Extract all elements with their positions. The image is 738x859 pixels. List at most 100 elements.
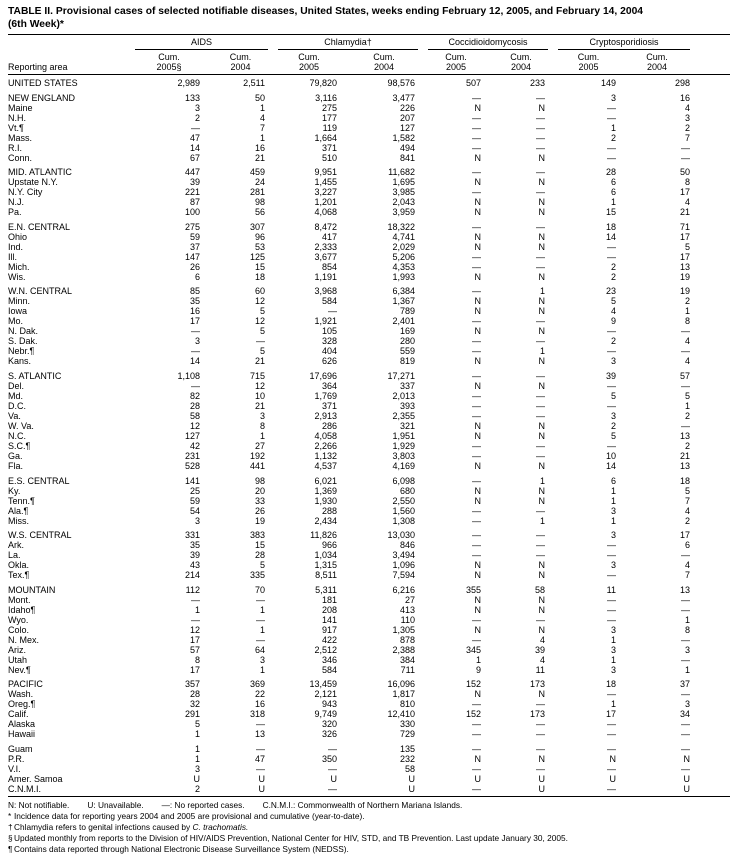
value-cell: 1,993 xyxy=(392,271,416,282)
value-cell: 12 xyxy=(189,624,200,635)
value-cell: N xyxy=(538,326,546,337)
value-cell: 21 xyxy=(680,207,691,218)
value-cell: — xyxy=(472,132,482,143)
value-cell: — xyxy=(607,570,617,581)
value-cell: 208 xyxy=(321,604,338,615)
value-cell: — xyxy=(472,400,482,411)
value-cell: 8 xyxy=(194,654,200,665)
value-cell: 371 xyxy=(321,142,338,153)
value-cell: 17 xyxy=(680,251,691,262)
value-cell: 2,989 xyxy=(177,78,200,88)
group-label-chlamydia: Chlamydia† xyxy=(278,37,419,50)
reporting-area-cell: Nev.¶ xyxy=(8,664,31,675)
value-cell: N xyxy=(474,594,482,605)
value-cell: 11,682 xyxy=(388,167,416,178)
value-cell: — xyxy=(536,540,546,551)
reporting-area-cell: Ill. xyxy=(8,251,17,262)
value-cell: 231 xyxy=(184,450,200,461)
value-cell: 2,013 xyxy=(392,390,416,401)
reporting-area-cell: UNITED STATES xyxy=(8,78,78,88)
value-cell: 1 xyxy=(194,729,200,740)
value-cell: — xyxy=(607,152,617,163)
col-header-coccidioidomycosis-cum-2004: Cum. 2004 xyxy=(489,50,554,75)
value-cell: 1 xyxy=(611,122,617,133)
table-row: Amer. Samoa U U U U U U U U xyxy=(8,774,730,784)
value-cell: 1,695 xyxy=(392,177,416,188)
value-cell: 17,696 xyxy=(309,370,338,381)
reporting-area-cell: Tex.¶ xyxy=(8,570,30,581)
value-cell: 2 xyxy=(194,112,200,123)
reporting-area-cell: Colo. xyxy=(8,624,30,635)
value-cell: 17 xyxy=(189,316,200,327)
value-cell: — xyxy=(472,440,482,451)
value-cell: — xyxy=(191,614,200,625)
value-cell: 7 xyxy=(685,132,691,143)
value-cell: — xyxy=(607,783,617,794)
value-cell: 11 xyxy=(606,584,617,595)
table-row: Vt.¶ — 7 119 127 — — 1 2 xyxy=(8,123,730,133)
value-cell: — xyxy=(536,251,546,262)
value-cell: 943 xyxy=(321,699,338,710)
value-cell: 275 xyxy=(184,221,200,232)
value-cell: 1 xyxy=(611,197,617,208)
value-cell: — xyxy=(328,306,338,317)
value-cell: — xyxy=(472,729,482,740)
reporting-area-header: Reporting area xyxy=(8,34,130,75)
value-cell: N xyxy=(538,624,546,635)
value-cell: 26 xyxy=(255,505,266,516)
value-cell: N xyxy=(474,177,482,188)
value-cell: 4 xyxy=(540,654,546,665)
reporting-area-cell: Iowa xyxy=(8,306,28,317)
value-cell: 58 xyxy=(535,584,546,595)
value-cell: 35 xyxy=(189,296,200,307)
value-cell: — xyxy=(536,530,546,541)
reporting-area-cell: E.N. CENTRAL xyxy=(8,221,71,232)
table-row: Mass. 47 1 1,664 1,582 — — 2 7 xyxy=(8,133,730,143)
value-cell: U xyxy=(538,773,546,784)
value-cell: 4,058 xyxy=(314,430,338,441)
value-cell: — xyxy=(256,763,266,774)
value-cell: 56 xyxy=(255,207,266,218)
value-cell: — xyxy=(536,112,546,123)
table-row: Idaho¶ 1 1 208 413 N N — — xyxy=(8,605,730,615)
value-cell: 4 xyxy=(685,102,691,113)
reporting-area-cell: Mont. xyxy=(8,594,31,605)
value-cell: 369 xyxy=(249,679,266,690)
value-cell: 100 xyxy=(184,207,200,218)
value-cell: — xyxy=(536,505,546,516)
table-row: Minn. 35 12 584 1,367 N N 5 2 xyxy=(8,296,730,306)
table-row: N. Mex. 17 — 422 878 — 4 1 — xyxy=(8,635,730,645)
value-cell: 584 xyxy=(321,664,338,675)
table-row: MID. ATLANTIC 447 459 9,951 11,682 — — 28 50 xyxy=(8,167,730,177)
value-cell: 3 xyxy=(194,336,200,347)
value-cell: 177 xyxy=(321,112,338,123)
value-cell: 3 xyxy=(611,530,617,541)
value-cell: N xyxy=(474,207,482,218)
table-row: La. 39 28 1,034 3,494 — — — — xyxy=(8,550,730,560)
value-cell: 58 xyxy=(189,410,200,421)
value-cell: 125 xyxy=(249,251,266,262)
value-cell: 6 xyxy=(194,271,200,282)
value-cell: 275 xyxy=(321,102,338,113)
col-header-cryptosporidiosis-cum-2005: Cum. 2005 xyxy=(553,50,625,75)
value-cell: U xyxy=(193,773,201,784)
value-cell: 67 xyxy=(189,152,200,163)
reporting-area-cell: Maine xyxy=(8,102,33,113)
value-cell: 2,401 xyxy=(392,316,416,327)
reporting-area-cell: S. ATLANTIC xyxy=(8,370,62,381)
value-cell: 1,367 xyxy=(392,296,416,307)
value-cell: 112 xyxy=(185,584,200,595)
table-row: Utah 8 3 346 384 1 4 1 — xyxy=(8,655,730,665)
value-cell: 510 xyxy=(321,152,338,163)
col-header-aids-cum-2004: Cum. 2004 xyxy=(208,50,274,75)
value-cell: 4 xyxy=(611,306,617,317)
value-cell: 350 xyxy=(321,753,338,764)
value-cell: — xyxy=(607,346,617,357)
value-cell: 181 xyxy=(321,594,338,605)
value-cell: 28 xyxy=(255,550,266,561)
value-cell: 1 xyxy=(685,306,691,317)
value-cell: 14 xyxy=(606,460,617,471)
value-cell: 7 xyxy=(685,495,691,506)
value-cell: 2,511 xyxy=(243,78,266,88)
value-cell: — xyxy=(607,719,617,730)
